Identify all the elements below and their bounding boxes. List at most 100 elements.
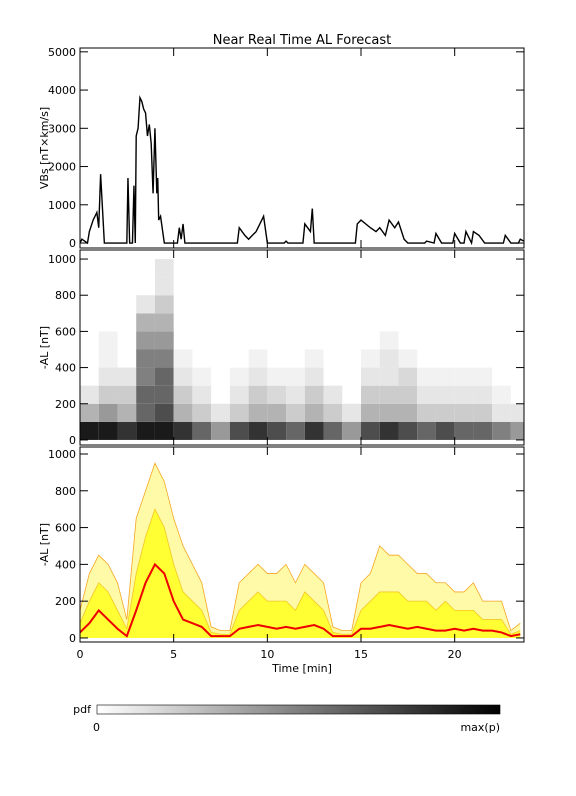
y-tick-label: 400 xyxy=(55,558,76,571)
heat-cell xyxy=(248,385,268,404)
heat-cell xyxy=(454,385,474,404)
heat-cell xyxy=(417,403,436,422)
heat-cell xyxy=(379,385,399,404)
heat-cell xyxy=(136,421,155,440)
heat-cell xyxy=(248,403,268,422)
heat-cell xyxy=(117,385,137,404)
heat-cell xyxy=(304,385,324,404)
x-tick-label: 15 xyxy=(354,648,368,661)
heat-cell xyxy=(492,421,511,440)
heat-cell xyxy=(398,367,418,386)
y-tick-label: 200 xyxy=(55,398,76,411)
y-axis-label: -AL [nT] xyxy=(38,326,51,369)
heat-cell xyxy=(98,385,118,404)
heat-cell xyxy=(361,403,380,422)
heat-cell xyxy=(154,421,174,440)
x-tick-label: 0 xyxy=(77,648,84,661)
heat-cell xyxy=(173,367,193,386)
heat-cell xyxy=(98,403,118,422)
heat-cell xyxy=(229,421,249,440)
band-area xyxy=(80,509,521,638)
heat-cell xyxy=(154,385,174,404)
heat-cell xyxy=(136,295,155,314)
band-edge xyxy=(80,508,521,635)
heat-cell xyxy=(154,277,174,296)
heat-cell xyxy=(229,367,249,386)
y-tick-label: 3000 xyxy=(48,122,76,135)
heat-cell xyxy=(435,421,455,440)
plot-area xyxy=(80,95,524,246)
heat-cell xyxy=(154,313,174,332)
colorbar-tick-label: max(p) xyxy=(460,721,500,734)
heat-cell xyxy=(398,349,418,368)
heat-cell xyxy=(267,403,287,422)
heat-cell xyxy=(267,385,287,404)
heat-cell xyxy=(136,313,155,332)
heat-cell xyxy=(136,403,155,422)
y-tick-label: 800 xyxy=(55,289,76,302)
y-tick-label: 800 xyxy=(55,485,76,498)
y-tick-label: 400 xyxy=(55,362,76,375)
colorbar-label: pdf xyxy=(73,703,92,716)
x-axis-label: Time [min] xyxy=(271,662,332,675)
heat-cell xyxy=(379,331,399,350)
frame xyxy=(79,249,525,446)
heat-cell xyxy=(492,403,511,422)
heat-cell xyxy=(417,421,436,440)
heat-cell xyxy=(154,367,174,386)
x-tick-label: 5 xyxy=(170,648,177,661)
heat-cell xyxy=(211,421,230,440)
y-tick-label: 0 xyxy=(69,632,76,645)
heat-cell xyxy=(154,295,174,314)
y-tick-label: 2000 xyxy=(48,161,76,174)
heat-cell xyxy=(510,403,524,422)
heat-cell xyxy=(154,349,174,368)
heat-cell xyxy=(80,403,99,422)
heat-cell xyxy=(80,421,99,440)
heat-cell xyxy=(379,403,399,422)
heat-cell xyxy=(473,367,493,386)
y-tick-label: 600 xyxy=(55,325,76,338)
heat-cell xyxy=(98,421,118,440)
colorbar xyxy=(96,704,501,715)
y-tick-label: 4000 xyxy=(48,84,76,97)
heat-cell xyxy=(154,403,174,422)
heat-cell xyxy=(342,403,362,422)
heat-cell xyxy=(192,367,212,386)
heat-cell xyxy=(417,367,436,386)
heat-cell xyxy=(173,421,193,440)
heat-cell xyxy=(267,367,287,386)
heat-cell xyxy=(435,403,455,422)
heat-cell xyxy=(454,403,474,422)
heat-cell xyxy=(136,367,155,386)
heat-cell xyxy=(136,331,155,350)
heat-cell xyxy=(192,385,212,404)
heat-cell xyxy=(473,403,493,422)
heat-cell xyxy=(154,259,174,278)
heat-cell xyxy=(192,421,212,440)
frame xyxy=(79,47,525,249)
x-tick-label: 20 xyxy=(448,648,462,661)
heat-cell xyxy=(323,385,343,404)
heat-cell xyxy=(361,349,380,368)
colorbar-tick-label: 0 xyxy=(93,721,100,734)
chart-title: Near Real Time AL Forecast xyxy=(213,33,392,48)
band-area xyxy=(80,463,521,638)
heat-cell xyxy=(136,385,155,404)
y-tick-label: 600 xyxy=(55,522,76,535)
heat-cell xyxy=(173,403,193,422)
y-tick-label: 1000 xyxy=(48,253,76,266)
heat-cell xyxy=(248,349,268,368)
heat-cell xyxy=(229,403,249,422)
heat-cell xyxy=(267,421,287,440)
heat-cell xyxy=(379,349,399,368)
y-tick-label: 1000 xyxy=(48,448,76,461)
heat-cell xyxy=(454,421,474,440)
heat-cell xyxy=(323,403,343,422)
heat-cell xyxy=(117,421,137,440)
heat-cell xyxy=(379,367,399,386)
heat-cell xyxy=(173,349,193,368)
heat-cell xyxy=(379,421,399,440)
heat-cell xyxy=(417,385,436,404)
